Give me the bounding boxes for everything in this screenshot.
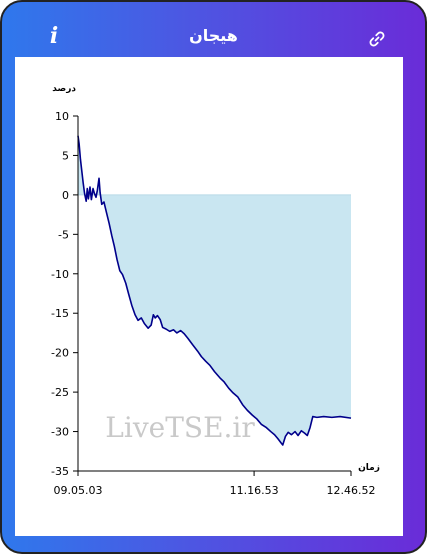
y-tick-label: -20 (51, 347, 69, 360)
y-tick-label: -25 (51, 386, 69, 399)
info-icon[interactable]: i (49, 23, 59, 49)
y-tick-label: -5 (58, 228, 69, 241)
x-tick-label: 09.05.03 (54, 484, 103, 497)
y-tick-label: -15 (51, 307, 69, 320)
watermark-text: LiveTSE.ir (105, 411, 255, 444)
y-tick-label: 10 (55, 110, 69, 123)
window-title: هیجان (189, 26, 238, 45)
y-tick-label: -10 (51, 268, 69, 281)
link-icon[interactable] (368, 30, 386, 48)
x-tick-label: 12.46.52 (327, 484, 376, 497)
emotion-chart[interactable]: LiveTSE.ir 10 5 0 -5 -10 -15 -20 -25 -30 -35 09.05.… (15, 57, 403, 536)
y-tick-label: -35 (51, 465, 69, 478)
y-tick-label: -30 (51, 426, 69, 439)
y-tick-label: 0 (62, 189, 69, 202)
x-axis-title: زمان (358, 463, 380, 473)
series-line (77, 135, 352, 446)
area-fill (78, 135, 351, 445)
y-tick-label: 5 (62, 149, 69, 162)
chart-panel: LiveTSE.ir 10 5 0 -5 -10 -15 -20 -25 -30 -35 09.05.… (15, 57, 403, 536)
y-axis-title: درصد (52, 84, 76, 94)
x-tick-label: 11.16.53 (230, 484, 279, 497)
